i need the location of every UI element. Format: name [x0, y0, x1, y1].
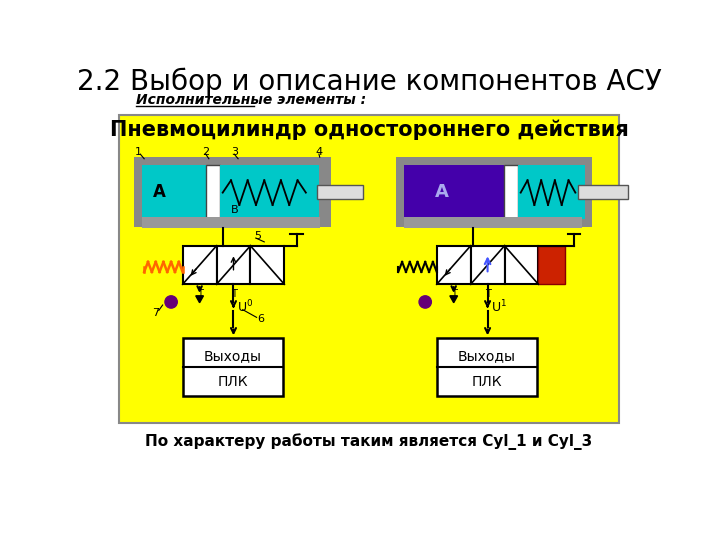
Text: ПЛК: ПЛК [217, 375, 248, 389]
Text: 1: 1 [135, 147, 142, 157]
Bar [251, 246, 284, 284]
Text: 6: 6 [257, 314, 264, 324]
Bar [471, 246, 505, 284]
Text: По характеру работы таким является Cyl_1 и Cyl_3: По характеру работы таким является Cyl_1… [145, 434, 593, 450]
Text: T: T [451, 289, 456, 299]
Text: T: T [485, 289, 490, 299]
Text: A: A [153, 183, 166, 201]
Text: A: A [435, 183, 449, 201]
Bar [437, 338, 537, 396]
Text: B: B [230, 205, 238, 214]
Bar [518, 165, 585, 219]
Polygon shape [196, 296, 204, 303]
Text: Выходы: Выходы [204, 349, 261, 363]
Bar [317, 185, 363, 199]
Bar [404, 217, 582, 228]
Bar [404, 165, 504, 219]
Text: T: T [230, 289, 236, 299]
Bar [183, 246, 217, 284]
Text: U$^0$: U$^0$ [238, 299, 253, 316]
Circle shape [419, 296, 431, 308]
Bar [142, 165, 319, 219]
Bar [119, 115, 619, 423]
Text: Исполнительные элементы :: Исполнительные элементы : [137, 93, 366, 107]
Text: 7: 7 [152, 308, 159, 318]
Bar [539, 246, 565, 284]
Bar [217, 246, 251, 284]
Text: T: T [197, 289, 202, 299]
Bar [206, 165, 220, 219]
Bar [220, 165, 317, 219]
Bar [504, 165, 518, 219]
Text: ПЛК: ПЛК [472, 375, 502, 389]
Bar [183, 338, 283, 396]
Bar [142, 165, 204, 219]
Circle shape [165, 296, 177, 308]
Bar [505, 246, 539, 284]
Bar [578, 185, 629, 199]
Text: Выходы: Выходы [458, 349, 516, 363]
Bar [134, 157, 330, 226]
Text: 2: 2 [202, 147, 210, 157]
Bar [437, 246, 471, 284]
Text: U$^1$: U$^1$ [492, 299, 508, 316]
Polygon shape [450, 296, 457, 303]
Bar [396, 157, 593, 226]
Text: Пневмоцилиндр одностороннего действия: Пневмоцилиндр одностороннего действия [109, 120, 629, 140]
Text: 2.2 Выбор и описание компонентов АСУ: 2.2 Выбор и описание компонентов АСУ [76, 68, 662, 96]
Text: 5: 5 [254, 231, 261, 241]
Text: 4: 4 [315, 147, 323, 157]
Bar [142, 217, 320, 228]
Text: 3: 3 [230, 147, 238, 157]
